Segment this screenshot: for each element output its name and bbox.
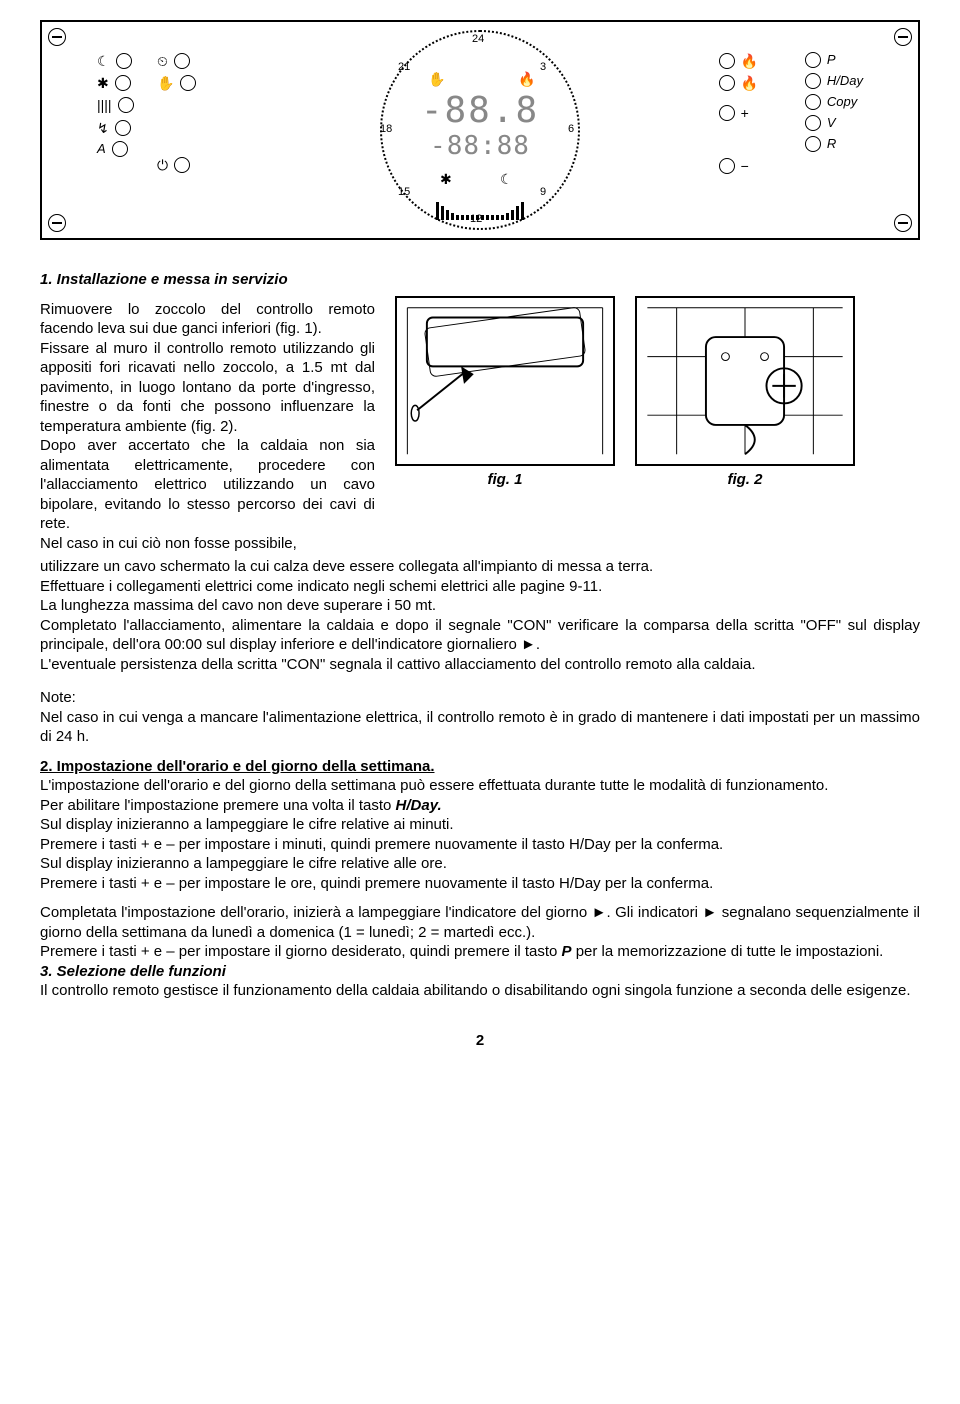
figure-1-wrapper: fig. 1	[395, 296, 615, 490]
power-icon: ⏻	[157, 156, 168, 174]
section-3-body: Il controllo remoto gestisce il funziona…	[40, 981, 920, 1001]
section-2-p4: Premere i tasti + e – per impostare i mi…	[40, 835, 920, 855]
hand-small-icon: ✋	[428, 70, 445, 88]
left-button-column-1: ☾ ✱ |||| ↯ A	[97, 52, 134, 158]
section-2-p8b: P	[562, 943, 572, 960]
figure-1-caption: fig. 1	[395, 470, 615, 490]
button[interactable]	[719, 158, 735, 174]
button[interactable]	[805, 136, 821, 152]
button[interactable]	[805, 94, 821, 110]
dial-num-18: 18	[380, 122, 392, 136]
moon-icon: ☾	[97, 52, 110, 70]
clock-icon: ⏲	[157, 52, 168, 70]
button[interactable]	[116, 53, 132, 69]
button[interactable]	[719, 53, 735, 69]
dial-num-15: 15	[398, 185, 410, 199]
section-2-p8a: Premere i tasti + e – per impostare il g…	[40, 943, 562, 960]
section-2-p2b: H/Day.	[396, 797, 442, 814]
button[interactable]	[719, 75, 735, 91]
dial-num-24: 24	[472, 32, 484, 46]
flame-small-icon: 🔥	[518, 70, 535, 88]
button[interactable]	[805, 115, 821, 131]
dial-num-21: 21	[398, 60, 410, 74]
tap-icon: ↯	[97, 119, 109, 137]
lcd-display: 24 3 6 9 12 15 18 21 ✋ 🔥 ✱ ☾ -88.8 -88:8…	[340, 30, 620, 230]
note-body: Nel caso in cui venga a mancare l'alimen…	[40, 708, 920, 747]
figure-2-caption: fig. 2	[635, 470, 855, 490]
button[interactable]	[115, 120, 131, 136]
screw-icon	[894, 214, 912, 232]
section-1-title: 1. Installazione e messa in servizio	[40, 270, 920, 290]
button[interactable]	[174, 157, 190, 173]
copy-label: Copy	[827, 94, 857, 111]
dial-num-3: 3	[540, 60, 546, 74]
device-diagram: ☾ ✱ |||| ↯ A ⏲ ✋ ⏻ 24 3 6 9 12 15 18 21 …	[40, 20, 920, 240]
note-heading: Note:	[40, 688, 920, 708]
section-2-p2a: Per abilitare l'impostazione premere una…	[40, 797, 396, 814]
hday-label: H/Day	[827, 73, 863, 90]
button[interactable]	[805, 73, 821, 89]
section-1-wide-text: utilizzare un cavo schermato la cui calz…	[40, 557, 920, 674]
section-2-p8c: per la memorizzazione di tutte le impost…	[572, 943, 884, 960]
section-3-title: 3. Selezione delle funzioni	[40, 963, 226, 980]
button[interactable]	[805, 52, 821, 68]
a-label: A	[97, 141, 106, 158]
left-button-column-2: ⏲ ✋ ⏻	[157, 52, 196, 175]
section-2-p7: Completata l'impostazione dell'orario, i…	[40, 903, 920, 942]
flame-icon: 🔥	[741, 52, 758, 70]
p-label: P	[827, 52, 836, 69]
section-2-title: 2. Impostazione dell'orario e del giorno…	[40, 758, 435, 775]
button[interactable]	[112, 141, 128, 157]
right-button-column-2: P H/Day Copy V R	[805, 52, 863, 152]
main-segment-display: -88.8	[421, 88, 539, 135]
section-2-p1: L'impostazione dell'orario e del giorno …	[40, 776, 920, 796]
day-bars	[436, 202, 524, 220]
hand-icon: ✋	[157, 74, 174, 92]
screw-icon	[894, 28, 912, 46]
section-2-p3: Sul display inizieranno a lampeggiare le…	[40, 815, 920, 835]
dial-num-9: 9	[540, 185, 546, 199]
screw-icon	[48, 28, 66, 46]
moon-small-icon: ☾	[500, 170, 513, 188]
figure-2	[635, 296, 855, 466]
sub-segment-display: -88:88	[430, 130, 530, 164]
snowflake-icon: ✱	[97, 74, 109, 92]
dial-num-6: 6	[568, 122, 574, 136]
button[interactable]	[118, 97, 134, 113]
page-number: 2	[40, 1031, 920, 1051]
right-button-column-1: 🔥 🔥 + −	[719, 52, 758, 175]
button[interactable]	[174, 53, 190, 69]
section-2-p5: Sul display inizieranno a lampeggiare le…	[40, 854, 920, 874]
section-1-narrow-text: Rimuovere lo zoccolo del controllo remot…	[40, 300, 375, 554]
plus-icon: +	[741, 104, 749, 122]
r-label: R	[827, 136, 836, 153]
flame-icon: 🔥	[741, 74, 758, 92]
radiator-icon: ||||	[97, 96, 112, 114]
snow-small-icon: ✱	[440, 170, 452, 188]
button[interactable]	[180, 75, 196, 91]
screw-icon	[48, 214, 66, 232]
v-label: V	[827, 115, 836, 132]
figure-1	[395, 296, 615, 466]
button[interactable]	[115, 75, 131, 91]
section-2-p6: Premere i tasti + e – per impostare le o…	[40, 874, 920, 894]
button[interactable]	[719, 105, 735, 121]
minus-icon: −	[741, 157, 749, 175]
figure-2-wrapper: fig. 2	[635, 296, 855, 490]
